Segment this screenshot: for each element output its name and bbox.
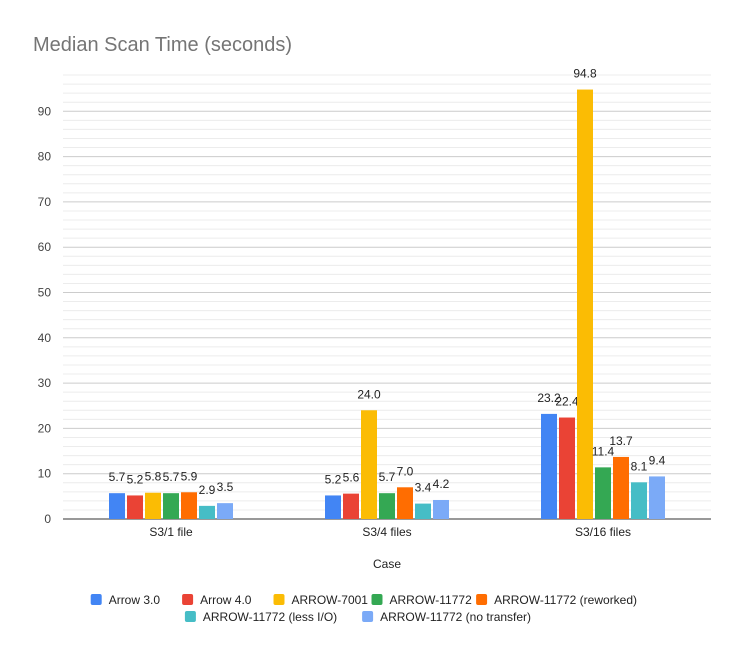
bar bbox=[181, 492, 197, 519]
legend-label: Arrow 4.0 bbox=[200, 593, 252, 607]
y-tick-label: 50 bbox=[38, 286, 52, 300]
data-label: 5.2 bbox=[325, 472, 342, 486]
y-tick-label: 0 bbox=[44, 512, 51, 526]
bar bbox=[343, 493, 359, 519]
data-label: 94.8 bbox=[573, 67, 597, 81]
data-label: 13.7 bbox=[609, 434, 633, 448]
legend-label: ARROW-7001 bbox=[292, 593, 369, 607]
legend-label: ARROW-11772 (no transfer) bbox=[380, 610, 531, 624]
y-tick-label: 40 bbox=[38, 331, 52, 345]
bar bbox=[559, 417, 575, 519]
data-label: 22.4 bbox=[555, 395, 579, 409]
bar bbox=[577, 89, 593, 519]
data-label: 7.0 bbox=[397, 464, 414, 478]
bar bbox=[163, 493, 179, 519]
legend-swatch bbox=[273, 594, 285, 605]
legend-swatch bbox=[184, 611, 196, 622]
data-label: 5.6 bbox=[343, 471, 360, 485]
bar bbox=[613, 456, 629, 519]
bar bbox=[541, 413, 557, 519]
bar bbox=[595, 467, 611, 519]
bar bbox=[379, 493, 395, 519]
legend-swatch bbox=[182, 594, 194, 605]
data-label: 5.7 bbox=[379, 470, 396, 484]
data-label: 5.8 bbox=[145, 470, 162, 484]
bar bbox=[631, 482, 647, 519]
legend-swatch bbox=[90, 594, 102, 605]
legend-swatch bbox=[476, 594, 488, 605]
y-tick-label: 70 bbox=[38, 195, 52, 209]
data-label: 2.9 bbox=[199, 483, 216, 497]
x-tick-label: S3/1 file bbox=[149, 525, 193, 539]
legend-label: ARROW-11772 bbox=[390, 593, 473, 607]
bar bbox=[649, 476, 665, 519]
bar bbox=[217, 503, 233, 519]
bar bbox=[199, 505, 215, 519]
legend-label: ARROW-11772 (less I/O) bbox=[203, 610, 337, 624]
data-label: 8.1 bbox=[631, 459, 648, 473]
y-tick-label: 80 bbox=[38, 150, 52, 164]
data-label: 5.7 bbox=[163, 470, 180, 484]
y-tick-label: 60 bbox=[38, 240, 52, 254]
bar bbox=[127, 495, 143, 519]
legend-label: Arrow 3.0 bbox=[109, 593, 161, 607]
data-label: 23.2 bbox=[537, 391, 561, 405]
bar bbox=[325, 495, 341, 519]
data-label: 5.9 bbox=[181, 469, 198, 483]
x-axis-title: Case bbox=[373, 557, 401, 571]
bar bbox=[433, 499, 449, 519]
legend-label: ARROW-11772 (reworked) bbox=[494, 593, 637, 607]
bar bbox=[415, 503, 431, 519]
bar bbox=[397, 487, 413, 519]
bar bbox=[145, 492, 161, 519]
x-tick-label: S3/16 files bbox=[575, 525, 631, 539]
legend-swatch bbox=[362, 611, 374, 622]
y-tick-label: 30 bbox=[38, 376, 52, 390]
data-label: 5.7 bbox=[109, 470, 126, 484]
bar bbox=[109, 493, 125, 519]
chart-title: Median Scan Time (seconds) bbox=[33, 34, 293, 56]
y-tick-label: 90 bbox=[38, 104, 52, 118]
y-tick-label: 10 bbox=[38, 467, 52, 481]
y-tick-label: 20 bbox=[38, 421, 52, 435]
data-label: 3.5 bbox=[217, 480, 234, 494]
x-tick-label: S3/4 files bbox=[362, 525, 411, 539]
data-label: 3.4 bbox=[415, 481, 432, 495]
data-label: 5.2 bbox=[127, 472, 144, 486]
bar bbox=[361, 410, 377, 519]
data-label: 11.4 bbox=[592, 444, 615, 458]
data-label: 9.4 bbox=[649, 453, 666, 467]
legend-swatch bbox=[371, 594, 383, 605]
data-label: 24.0 bbox=[357, 387, 381, 401]
data-label: 4.2 bbox=[433, 477, 450, 491]
